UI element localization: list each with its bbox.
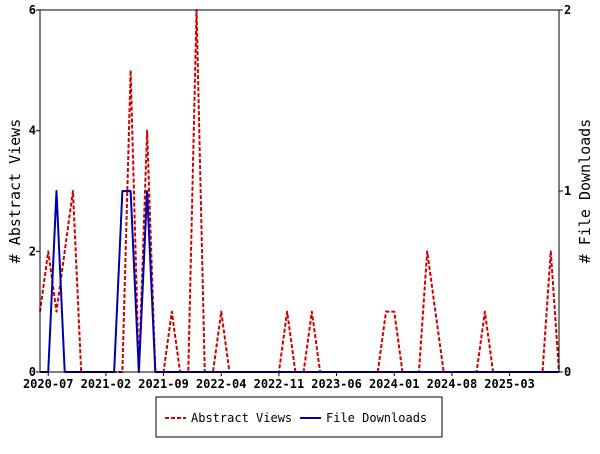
y-left-tick-label: 6 bbox=[29, 3, 36, 17]
y-right-axis-title: # File Downloads bbox=[576, 119, 594, 264]
y-left-axis-title: # Abstract Views bbox=[6, 119, 24, 264]
x-tick-label: 2025-03 bbox=[484, 377, 535, 391]
y-right-tick-label: 2 bbox=[564, 3, 571, 17]
x-tick-label: 2021-09 bbox=[138, 377, 189, 391]
y-left-tick-label: 0 bbox=[29, 365, 36, 379]
x-tick-label: 2022-11 bbox=[254, 377, 305, 391]
x-tick-label: 2024-08 bbox=[427, 377, 478, 391]
legend-box bbox=[155, 396, 443, 438]
x-tick-label: 2021-02 bbox=[81, 377, 132, 391]
legend-label-abstract-views: Abstract Views bbox=[191, 411, 292, 425]
y-right-tick-label: 1 bbox=[564, 184, 571, 198]
x-tick-label: 2024-01 bbox=[369, 377, 420, 391]
y-left-tick-label: 4 bbox=[29, 124, 36, 138]
legend: Abstract Views File Downloads bbox=[155, 396, 443, 438]
x-tick-label: 2020-07 bbox=[23, 377, 74, 391]
legend-label-file-downloads: File Downloads bbox=[326, 411, 427, 425]
x-tick-label: 2023-06 bbox=[311, 377, 362, 391]
y-right-tick-label: 0 bbox=[564, 365, 571, 379]
plot-frame bbox=[39, 9, 560, 373]
y-left-tick-label: 2 bbox=[29, 244, 36, 258]
series-line-file-downloads bbox=[40, 190, 559, 373]
series-line-abstract-views bbox=[39, 9, 560, 373]
x-tick-label: 2022-04 bbox=[196, 377, 247, 391]
